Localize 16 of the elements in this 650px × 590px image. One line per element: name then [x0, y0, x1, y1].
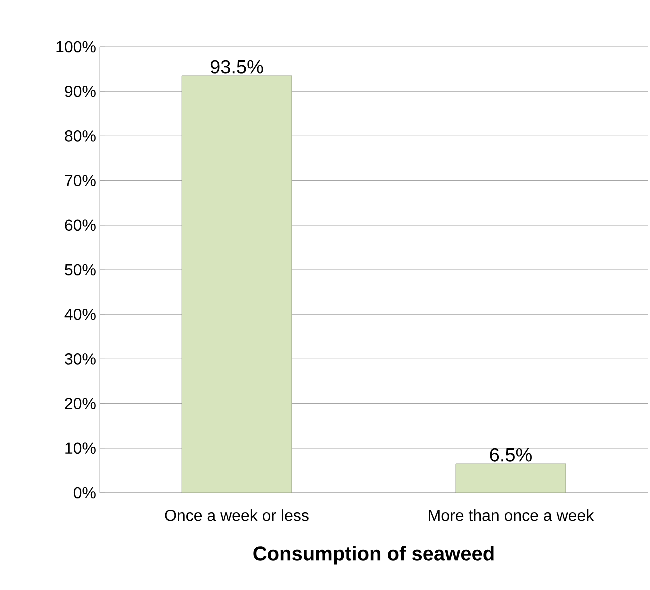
y-tick-label: 40%: [64, 308, 96, 320]
data-label: 6.5%: [490, 448, 532, 462]
x-axis-title: Consumption of seaweed: [254, 546, 494, 565]
y-tick-label: 10%: [66, 442, 96, 454]
y-tick-label: 100%: [56, 41, 96, 53]
data-label: 93.5%: [210, 60, 264, 74]
x-tick-label: More than once a week: [429, 510, 594, 522]
y-tick-label: 30%: [65, 354, 96, 365]
y-tick-label: 20%: [65, 398, 96, 410]
y-tick-label: 70%: [65, 175, 96, 186]
y-tick-label: 0%: [74, 487, 96, 499]
x-tick-label: Once a week or less: [165, 510, 309, 522]
y-tick-label: 50%: [65, 264, 96, 276]
y-tick-label: 80%: [65, 130, 96, 142]
y-tick-label: 60%: [65, 220, 96, 232]
y-tick-label: 90%: [65, 86, 96, 98]
